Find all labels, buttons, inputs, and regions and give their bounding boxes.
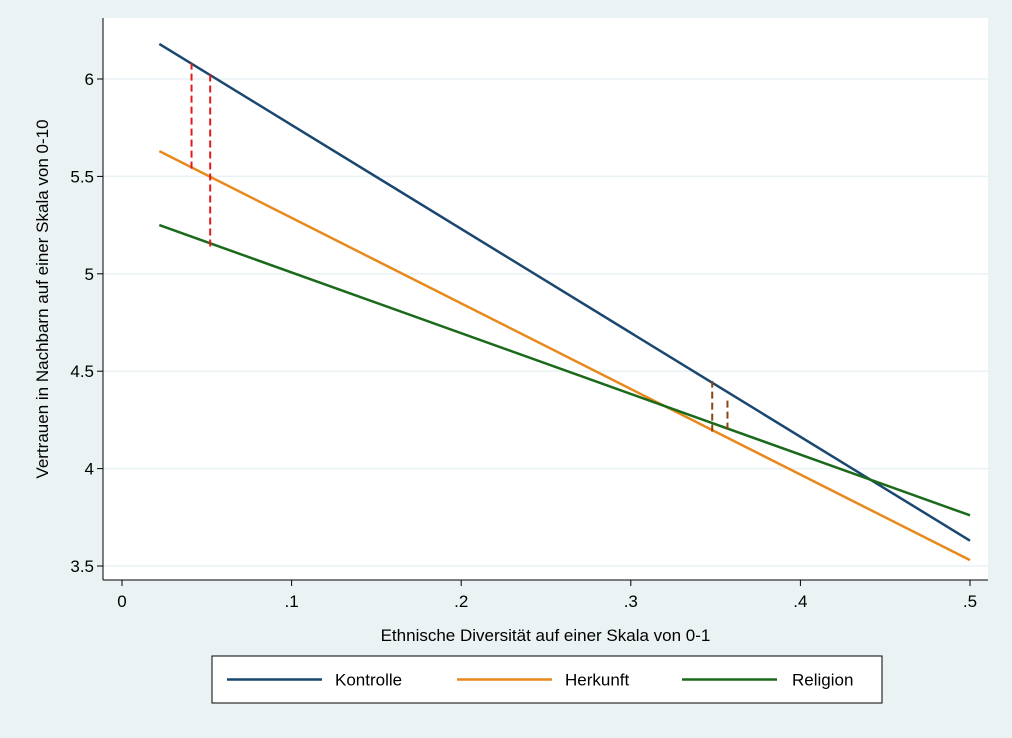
series-line-herkunft	[158, 149, 971, 562]
x-tick-label: .4	[793, 592, 807, 611]
series-line-kontrolle	[158, 42, 971, 542]
x-axis-title: Ethnische Diversität auf einer Skala von…	[381, 626, 711, 645]
x-tick-label: 0	[117, 592, 126, 611]
x-tick-label: .1	[285, 592, 299, 611]
x-tick-label: .2	[454, 592, 468, 611]
plot-area	[103, 18, 988, 580]
y-tick-label: 6	[85, 70, 94, 89]
y-tick-label: 5.5	[70, 167, 94, 186]
gridlines	[103, 78, 988, 567]
y-tick-label: 4.5	[70, 362, 94, 381]
y-tick-label: 5	[85, 265, 94, 284]
annotations	[190, 63, 729, 432]
x-tick-label: .5	[963, 592, 977, 611]
y-tick-label: 3.5	[70, 557, 94, 576]
legend: Kontrolle Herkunft Religion	[211, 655, 883, 704]
legend-label-kontrolle: Kontrolle	[335, 671, 402, 690]
x-tick-label: .3	[624, 592, 638, 611]
y-tick-label: 4	[85, 460, 94, 479]
axes: 3.5 4 4.5 5 5.5 6 0 .1 .2 .3 .4 .5	[70, 18, 988, 611]
y-axis-title: Vertrauen in Nachbarn auf einer Skala vo…	[33, 119, 52, 478]
legend-label-religion: Religion	[792, 671, 853, 690]
series-lines	[158, 42, 971, 562]
series-line-religion	[158, 223, 971, 517]
legend-label-herkunft: Herkunft	[565, 671, 630, 690]
